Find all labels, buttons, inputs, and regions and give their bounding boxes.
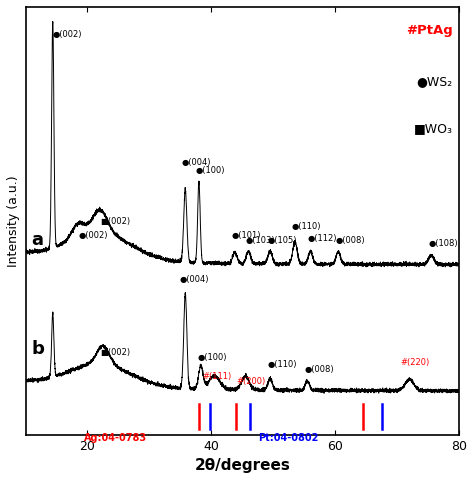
Text: ●(105): ●(105) bbox=[267, 236, 297, 245]
Text: ●(004): ●(004) bbox=[182, 158, 211, 168]
Text: ●(002): ●(002) bbox=[53, 30, 82, 38]
Text: #(111): #(111) bbox=[202, 372, 231, 381]
Text: ●(002): ●(002) bbox=[78, 231, 108, 240]
Text: #PtAg: #PtAg bbox=[406, 24, 453, 37]
Text: ●(004): ●(004) bbox=[179, 275, 209, 284]
Text: #(200): #(200) bbox=[236, 377, 265, 386]
Text: ●(112): ●(112) bbox=[307, 234, 337, 243]
Text: ●WS₂: ●WS₂ bbox=[416, 75, 453, 88]
Text: Pt:04-0802: Pt:04-0802 bbox=[258, 433, 318, 444]
Text: ●(110): ●(110) bbox=[267, 360, 297, 369]
Text: ■(002): ■(002) bbox=[100, 216, 130, 226]
Y-axis label: Intensity (a.u.): Intensity (a.u.) bbox=[7, 175, 20, 266]
Text: ●(101): ●(101) bbox=[231, 231, 261, 240]
Text: #(220): #(220) bbox=[400, 358, 429, 367]
Text: ●(008): ●(008) bbox=[335, 236, 365, 245]
Text: ■(002): ■(002) bbox=[100, 348, 130, 357]
X-axis label: 2θ/degrees: 2θ/degrees bbox=[194, 458, 290, 473]
Text: ■WO₃: ■WO₃ bbox=[413, 122, 453, 135]
Text: ●(103): ●(103) bbox=[246, 236, 275, 245]
Text: ●(100): ●(100) bbox=[198, 353, 227, 362]
Text: ●(100): ●(100) bbox=[196, 166, 225, 175]
Text: ●(108): ●(108) bbox=[428, 239, 458, 248]
Text: ●(008): ●(008) bbox=[304, 365, 334, 374]
Text: ●(110): ●(110) bbox=[292, 221, 321, 230]
Text: a: a bbox=[32, 231, 44, 249]
Text: b: b bbox=[32, 340, 45, 359]
Text: Ag:04-0783: Ag:04-0783 bbox=[84, 433, 147, 444]
